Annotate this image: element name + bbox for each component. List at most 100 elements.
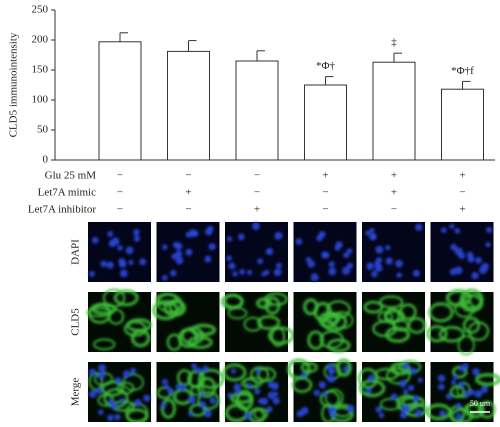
cell (168, 299, 184, 315)
nucleus (208, 243, 216, 251)
cell (379, 397, 402, 411)
nucleus (485, 241, 491, 248)
nucleus (454, 227, 461, 234)
nucleus (475, 257, 482, 264)
nucleus (331, 412, 337, 419)
nucleus (95, 387, 103, 395)
nucleus (188, 411, 194, 417)
treatment-sign: + (322, 170, 328, 182)
nucleus (464, 390, 471, 398)
micrograph (220, 292, 295, 352)
cell (462, 316, 481, 335)
treatment-sign: − (322, 204, 328, 216)
micrograph (362, 292, 427, 352)
annotation: ‡ (391, 37, 397, 49)
nucleus (161, 378, 168, 385)
treatment-sign: + (391, 187, 397, 199)
cells (363, 295, 427, 344)
nucleus (449, 268, 457, 276)
micrograph (425, 362, 500, 424)
nucleus (119, 397, 125, 404)
nucleus (97, 371, 106, 380)
nucleus (385, 257, 393, 265)
nucleus (455, 413, 463, 420)
nucleus (189, 396, 195, 402)
treatment-sign: − (117, 170, 123, 182)
cell (459, 288, 484, 311)
cell (243, 316, 263, 332)
nucleus (264, 269, 270, 275)
micrograph (86, 288, 153, 352)
nucleus (365, 387, 372, 394)
treatment-sign: − (459, 187, 465, 199)
cells (88, 364, 151, 424)
cells (357, 359, 428, 419)
cell (445, 288, 472, 308)
y-tick-label: 0 (43, 154, 49, 166)
nucleus (117, 245, 123, 251)
treatment-sign: − (322, 187, 328, 199)
y-axis-label: CLD5 immunointensity (8, 32, 20, 137)
nucleus (439, 410, 446, 417)
nucleus (114, 377, 122, 384)
cell (291, 376, 313, 394)
nucleus (454, 247, 463, 256)
nucleus (274, 231, 283, 240)
nucleus (265, 249, 271, 255)
micrograph (430, 222, 494, 282)
nucleus (375, 406, 382, 413)
cells (86, 288, 153, 351)
annotation: *Φ†f (451, 65, 474, 77)
nucleus (437, 374, 446, 382)
nucleus (167, 387, 174, 395)
treatment-sign: − (391, 204, 397, 216)
nucleus (89, 270, 95, 277)
nucleus (107, 414, 114, 422)
nucleus (318, 381, 326, 389)
cell (457, 335, 476, 356)
cells (426, 288, 490, 356)
nucleus (234, 389, 241, 395)
treatment-label: Let7A mimic (38, 187, 96, 199)
micrograph (225, 222, 288, 282)
treatment-sign: + (254, 204, 260, 216)
cell (122, 373, 145, 392)
nucleus (452, 374, 459, 380)
nucleus (267, 391, 276, 399)
nucleus (226, 236, 233, 242)
nucleus (100, 260, 107, 268)
bar (235, 60, 279, 161)
nucleus (395, 259, 403, 268)
y-tick-label: 100 (32, 94, 49, 106)
nucleus (449, 223, 455, 229)
cell (151, 299, 180, 321)
nucleus (471, 271, 479, 280)
y-tick-label: 150 (32, 64, 49, 76)
nucleus (399, 411, 408, 419)
cell (101, 380, 124, 397)
y-tick-label: 50 (37, 124, 49, 136)
micrograph (286, 358, 357, 424)
nucleus (375, 257, 383, 264)
nucleus (367, 374, 375, 382)
cell (307, 330, 325, 351)
micrograph (156, 222, 220, 282)
cells (226, 222, 283, 277)
cells (161, 225, 216, 281)
cell (113, 289, 139, 307)
nucleus (410, 367, 417, 375)
nucleus (390, 393, 398, 401)
treatment-sign: − (254, 187, 260, 199)
nucleus (385, 245, 391, 251)
micrograph (222, 362, 288, 424)
micrograph (362, 222, 425, 282)
nucleus (161, 274, 168, 281)
nucleus (228, 262, 236, 270)
micrograph (293, 292, 357, 353)
nucleus (369, 227, 375, 233)
nucleus (445, 393, 453, 400)
nucleus (415, 223, 423, 231)
cell (319, 330, 345, 349)
cells (295, 231, 354, 282)
nucleus (271, 382, 279, 390)
